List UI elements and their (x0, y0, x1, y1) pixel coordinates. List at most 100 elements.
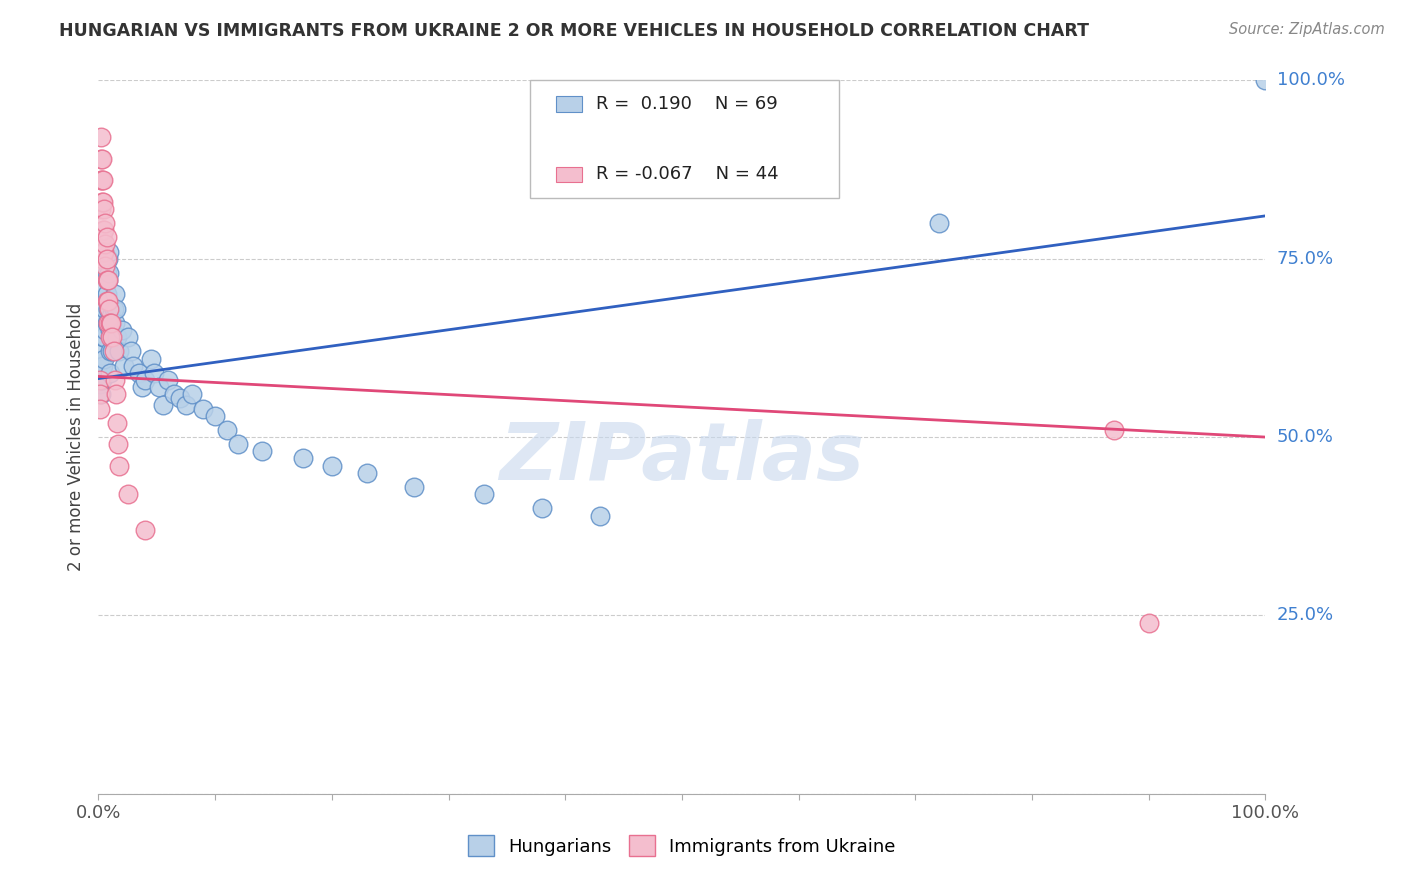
Point (98, 330, 121, 344)
Point (134, 373, 156, 387)
Point (1254, 73, 1277, 87)
Point (89, 369, 111, 384)
Point (103, 344, 125, 359)
Point (143, 366, 166, 380)
Point (96, 294, 118, 309)
Point (94, 280, 117, 294)
Point (108, 344, 131, 359)
Point (97, 266, 120, 280)
Point (94, 216, 117, 230)
Point (148, 380, 170, 394)
Point (90, 359, 112, 373)
Point (472, 487, 495, 501)
Point (90, 373, 112, 387)
Point (90, 173, 112, 187)
Point (96, 252, 118, 266)
Point (93, 202, 115, 216)
Point (104, 373, 127, 387)
Text: HUNGARIAN VS IMMIGRANTS FROM UKRAINE 2 OR MORE VEHICLES IN HOUSEHOLD CORRELATION: HUNGARIAN VS IMMIGRANTS FROM UKRAINE 2 O… (59, 22, 1090, 40)
Point (112, 359, 135, 373)
Point (120, 344, 142, 359)
Text: R = -0.067    N = 44: R = -0.067 N = 44 (596, 166, 778, 184)
FancyBboxPatch shape (555, 96, 582, 112)
Point (91, 316, 114, 330)
Point (93, 294, 115, 309)
Point (139, 351, 162, 366)
Point (93, 330, 115, 344)
Point (131, 380, 153, 394)
Point (128, 366, 150, 380)
Point (96, 316, 118, 330)
Point (152, 398, 174, 412)
Point (215, 423, 238, 437)
Point (91, 244, 114, 259)
Point (96, 230, 118, 244)
Point (89, 401, 111, 416)
Point (90, 152, 112, 166)
Text: 25.0%: 25.0% (1277, 607, 1334, 624)
Point (100, 309, 122, 323)
Point (90, 202, 112, 216)
Point (93, 223, 115, 237)
Point (1137, 615, 1160, 630)
Point (97, 252, 120, 266)
Point (94, 237, 117, 252)
Point (90, 252, 112, 266)
Point (91, 194, 114, 209)
Point (180, 387, 202, 401)
Point (105, 416, 128, 430)
Text: Source: ZipAtlas.com: Source: ZipAtlas.com (1229, 22, 1385, 37)
Point (93, 351, 115, 366)
Point (96, 266, 118, 280)
Point (97, 301, 120, 316)
Point (402, 480, 425, 494)
Text: 50.0%: 50.0% (1277, 428, 1333, 446)
Point (90, 344, 112, 359)
Point (250, 444, 273, 458)
Point (101, 316, 124, 330)
Point (104, 387, 127, 401)
Point (97, 273, 120, 287)
Point (291, 451, 314, 466)
Point (117, 330, 139, 344)
Point (589, 508, 612, 523)
Point (104, 301, 127, 316)
Point (91, 359, 114, 373)
Point (89, 376, 111, 391)
Point (122, 359, 145, 373)
Point (91, 330, 114, 344)
Point (93, 309, 115, 323)
Point (97, 244, 120, 259)
Point (90, 173, 112, 187)
Point (90, 130, 112, 145)
Point (117, 487, 139, 501)
Point (90, 387, 112, 401)
Legend: Hungarians, Immigrants from Ukraine: Hungarians, Immigrants from Ukraine (461, 828, 903, 863)
Point (90, 366, 112, 380)
Point (157, 373, 180, 387)
Point (98, 366, 121, 380)
Text: 100.0%: 100.0% (1277, 71, 1344, 89)
Point (97, 316, 120, 330)
Point (98, 323, 121, 337)
Point (104, 287, 127, 301)
Point (1102, 423, 1125, 437)
Point (928, 216, 950, 230)
Point (101, 330, 124, 344)
Point (97, 273, 120, 287)
Point (134, 523, 156, 537)
Point (90, 152, 112, 166)
Point (530, 501, 553, 516)
Point (100, 316, 122, 330)
Point (91, 223, 114, 237)
Point (108, 458, 131, 473)
Point (169, 391, 191, 405)
Point (94, 301, 117, 316)
Point (97, 294, 120, 309)
Point (356, 466, 378, 480)
Point (104, 316, 127, 330)
Point (94, 259, 117, 273)
Point (98, 316, 121, 330)
Point (228, 437, 250, 451)
Point (107, 437, 129, 451)
